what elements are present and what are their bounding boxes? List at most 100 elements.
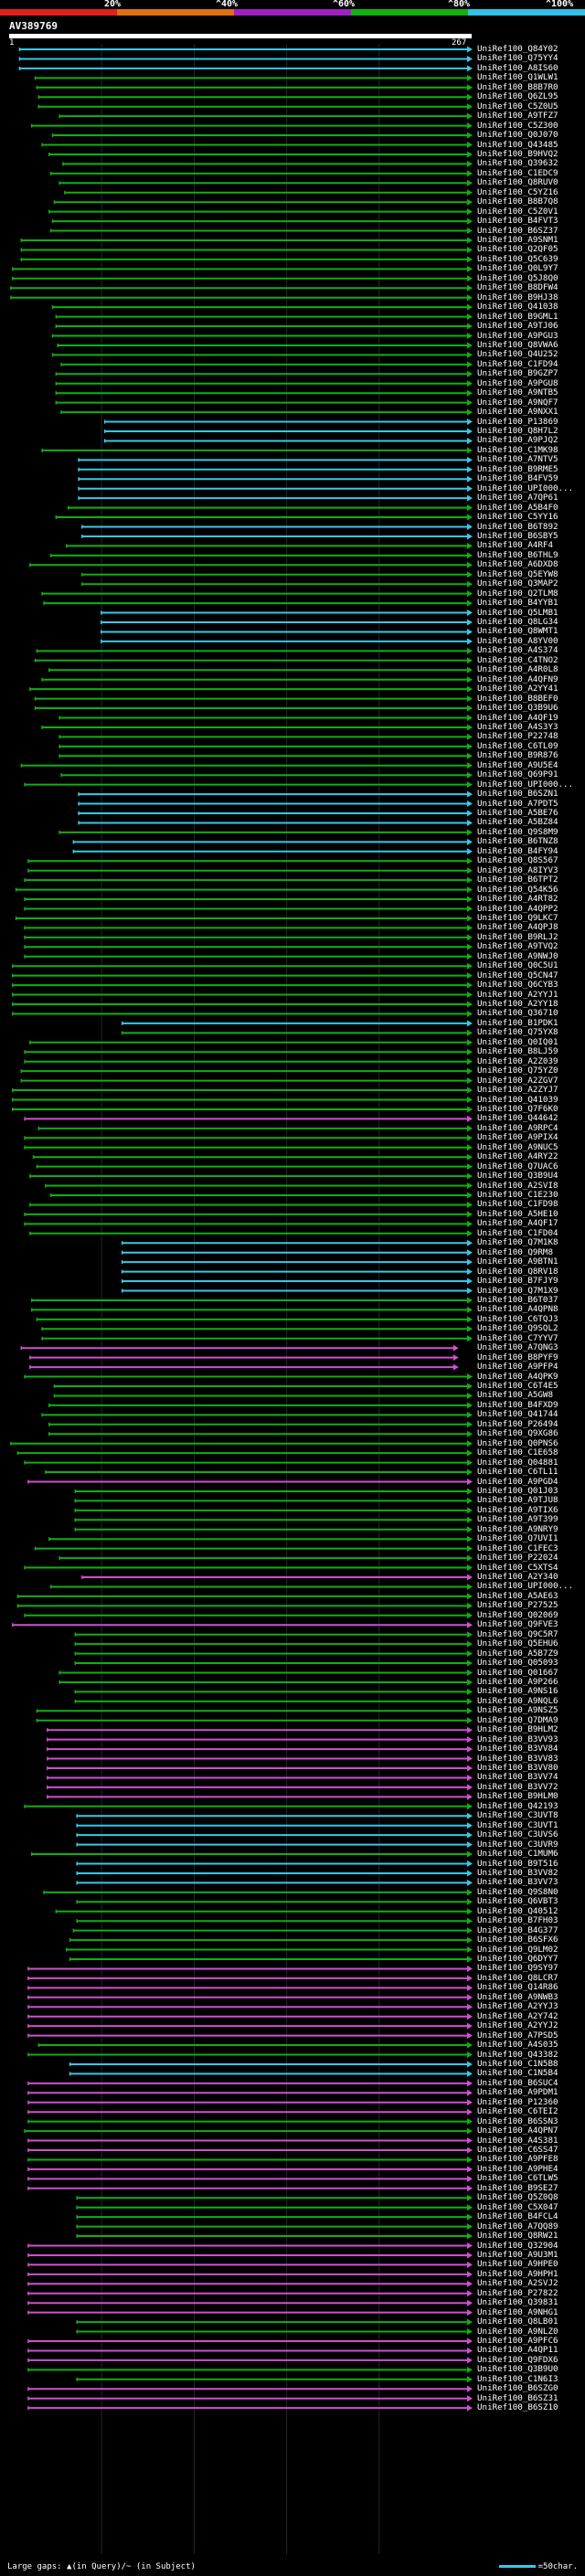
hit-label[interactable]: UniRef100_Q9SQL2: [477, 1323, 558, 1334]
hit-label[interactable]: UniRef100_B6SUC4: [477, 2077, 558, 2088]
hit-label[interactable]: UniRef100_A9PDM1: [477, 2087, 558, 2098]
hit-label[interactable]: UniRef100_Q69P91: [477, 769, 558, 780]
hit-label[interactable]: UniRef100_A4QPP2: [477, 903, 558, 914]
hit-label[interactable]: UniRef100_Q43382: [477, 2049, 558, 2060]
hit-label[interactable]: UniRef100_A9NRY9: [477, 1523, 558, 1534]
hit-label[interactable]: UniRef100_Q8LCR7: [477, 1972, 558, 1983]
hit-label[interactable]: UniRef100_Q39831: [477, 2297, 558, 2308]
hit-label[interactable]: UniRef100_A5GW8: [477, 1390, 553, 1401]
hit-label[interactable]: UniRef100_C5YZ16: [477, 186, 558, 197]
hit-label[interactable]: UniRef100_A8IYV3: [477, 864, 558, 875]
hit-label[interactable]: UniRef100_Q01667: [477, 1667, 558, 1678]
hit-label[interactable]: UniRef100_Q6CYB3: [477, 980, 558, 991]
hit-label[interactable]: UniRef100_Q4U252: [477, 349, 558, 360]
hit-label[interactable]: UniRef100_C1N6I3: [477, 2373, 558, 2384]
hit-label[interactable]: UniRef100_A9U5E4: [477, 759, 558, 770]
hit-label[interactable]: UniRef100_A9TVQ2: [477, 941, 558, 952]
hit-label[interactable]: UniRef100_A4RF4: [477, 540, 553, 551]
hit-label[interactable]: UniRef100_A7QP61: [477, 493, 558, 504]
hit-label[interactable]: UniRef100_Q0C5U1: [477, 960, 558, 971]
hit-label[interactable]: UniRef100_A9TJU8: [477, 1495, 558, 1506]
hit-label[interactable]: UniRef100_A9PGU3: [477, 330, 558, 341]
hit-label[interactable]: UniRef100_A4RT82: [477, 894, 558, 905]
hit-label[interactable]: UniRef100_B4FV59: [477, 473, 558, 484]
hit-label[interactable]: UniRef100_A7NTV5: [477, 454, 558, 465]
hit-label[interactable]: UniRef100_B9HVQ2: [477, 148, 558, 159]
hit-label[interactable]: UniRef100_C1FEC3: [477, 1542, 558, 1553]
hit-label[interactable]: UniRef100_Q9XG86: [477, 1428, 558, 1439]
hit-label[interactable]: UniRef100_C1FD94: [477, 358, 558, 369]
hit-label[interactable]: UniRef100_Q7UVI1: [477, 1533, 558, 1544]
hit-label[interactable]: UniRef100_B4YYB1: [477, 598, 558, 609]
hit-label[interactable]: UniRef100_B9RLJ2: [477, 931, 558, 942]
hit-label[interactable]: UniRef100_Q8H7L2: [477, 426, 558, 436]
hit-label[interactable]: UniRef100_A4QPJ8: [477, 922, 558, 933]
hit-label[interactable]: UniRef100_Q7UAC6: [477, 1161, 558, 1171]
hit-label[interactable]: UniRef100_Q3B9U4: [477, 1171, 558, 1182]
hit-label[interactable]: UniRef100_Q5EHU6: [477, 1638, 558, 1649]
hit-label[interactable]: UniRef100_Q7M1X9: [477, 1285, 558, 1296]
hit-label[interactable]: UniRef100_A2SVI8: [477, 1180, 558, 1191]
hit-label[interactable]: UniRef100_B9R876: [477, 750, 558, 761]
hit-label[interactable]: UniRef100_C3UVT8: [477, 1810, 558, 1821]
hit-label[interactable]: UniRef100_B6SBY5: [477, 530, 558, 541]
hit-label[interactable]: UniRef100_B9RME5: [477, 463, 558, 474]
hit-label[interactable]: UniRef100_Q44642: [477, 1113, 558, 1124]
hit-label[interactable]: UniRef100_Q41039: [477, 1094, 558, 1105]
hit-label[interactable]: UniRef100_Q9S8N0: [477, 1886, 558, 1897]
hit-label[interactable]: UniRef100_A4QPN8: [477, 1304, 558, 1315]
hit-label[interactable]: UniRef100_Q8LB01: [477, 2316, 558, 2327]
hit-label[interactable]: UniRef100_A9NSZ5: [477, 1705, 558, 1716]
hit-label[interactable]: UniRef100_C1MUM6: [477, 1849, 558, 1860]
hit-label[interactable]: UniRef100_B8B7R0: [477, 81, 558, 92]
hit-label[interactable]: UniRef100_A9SNM1: [477, 235, 558, 245]
hit-label[interactable]: UniRef100_A2YYJ1: [477, 989, 558, 1000]
hit-label[interactable]: UniRef100_C5YY16: [477, 512, 558, 523]
hit-label[interactable]: UniRef100_A7PDT5: [477, 798, 558, 809]
hit-label[interactable]: UniRef100_B9HLM2: [477, 1724, 558, 1735]
hit-label[interactable]: UniRef100_A4S3Y3: [477, 721, 558, 732]
hit-label[interactable]: UniRef100_A9PFC6: [477, 2336, 558, 2346]
hit-label[interactable]: UniRef100_Q5CN47: [477, 970, 558, 981]
hit-label[interactable]: UniRef100_A9HPH1: [477, 2268, 558, 2279]
hit-label[interactable]: UniRef100_Q5LMB1: [477, 607, 558, 618]
hit-label[interactable]: UniRef100_A9BTN1: [477, 1256, 558, 1267]
hit-label[interactable]: UniRef100_B6THL9: [477, 549, 558, 560]
hit-label[interactable]: UniRef100_Q54K56: [477, 884, 558, 895]
hit-label[interactable]: UniRef100_Q75YX8: [477, 1027, 558, 1038]
hit-label[interactable]: UniRef100_B4G377: [477, 1924, 558, 1935]
hit-label[interactable]: UniRef100_A9RPC4: [477, 1122, 558, 1133]
hit-label[interactable]: UniRef100_Q0J070: [477, 130, 558, 141]
hit-label[interactable]: UniRef100_B3VV82: [477, 1867, 558, 1878]
hit-label[interactable]: UniRef100_B3VV93: [477, 1733, 558, 1744]
hit-label[interactable]: UniRef100_A9NUC5: [477, 1141, 558, 1152]
hit-label[interactable]: UniRef100_Q0PNS6: [477, 1437, 558, 1448]
hit-label[interactable]: UniRef100_B6TNZ8: [477, 836, 558, 847]
hit-label[interactable]: UniRef100_Q05093: [477, 1658, 558, 1669]
hit-label[interactable]: UniRef100_A4RY22: [477, 1151, 558, 1162]
hit-label[interactable]: UniRef100_A4S374: [477, 645, 558, 656]
hit-label[interactable]: UniRef100_B3VV80: [477, 1763, 558, 1773]
hit-label[interactable]: UniRef100_A9PFE8: [477, 2154, 558, 2165]
hit-label[interactable]: UniRef100_A9PGD4: [477, 1476, 558, 1487]
hit-label[interactable]: UniRef100_B3VV73: [477, 1877, 558, 1888]
hit-label[interactable]: UniRef100_C1E230: [477, 1190, 558, 1200]
hit-label[interactable]: UniRef100_A9PIX4: [477, 1132, 558, 1143]
hit-label[interactable]: UniRef100_C6T4E5: [477, 1381, 558, 1391]
hit-label[interactable]: UniRef100_B3VV74: [477, 1772, 558, 1783]
hit-label[interactable]: UniRef100_B7FH03: [477, 1915, 558, 1926]
hit-label[interactable]: UniRef100_B3VV72: [477, 1781, 558, 1792]
hit-label[interactable]: UniRef100_C3UVS6: [477, 1829, 558, 1840]
hit-label[interactable]: UniRef100_A5AE63: [477, 1590, 558, 1601]
hit-label[interactable]: UniRef100_Q5EYW8: [477, 568, 558, 579]
hit-label[interactable]: UniRef100_A9TFZ7: [477, 111, 558, 122]
hit-label[interactable]: UniRef100_P22748: [477, 731, 558, 742]
hit-label[interactable]: UniRef100_A9PHE4: [477, 2163, 558, 2174]
hit-label[interactable]: UniRef100_B4FY94: [477, 845, 558, 856]
hit-label[interactable]: UniRef100_A2YY18: [477, 999, 558, 1009]
hit-label[interactable]: UniRef100_A2Y742: [477, 2010, 558, 2021]
hit-label[interactable]: UniRef100_Q8LG34: [477, 617, 558, 627]
hit-label[interactable]: UniRef100_A4QP11: [477, 2345, 558, 2356]
hit-label[interactable]: UniRef100_P22024: [477, 1553, 558, 1564]
hit-label[interactable]: UniRef100_C6TLW5: [477, 2173, 558, 2184]
